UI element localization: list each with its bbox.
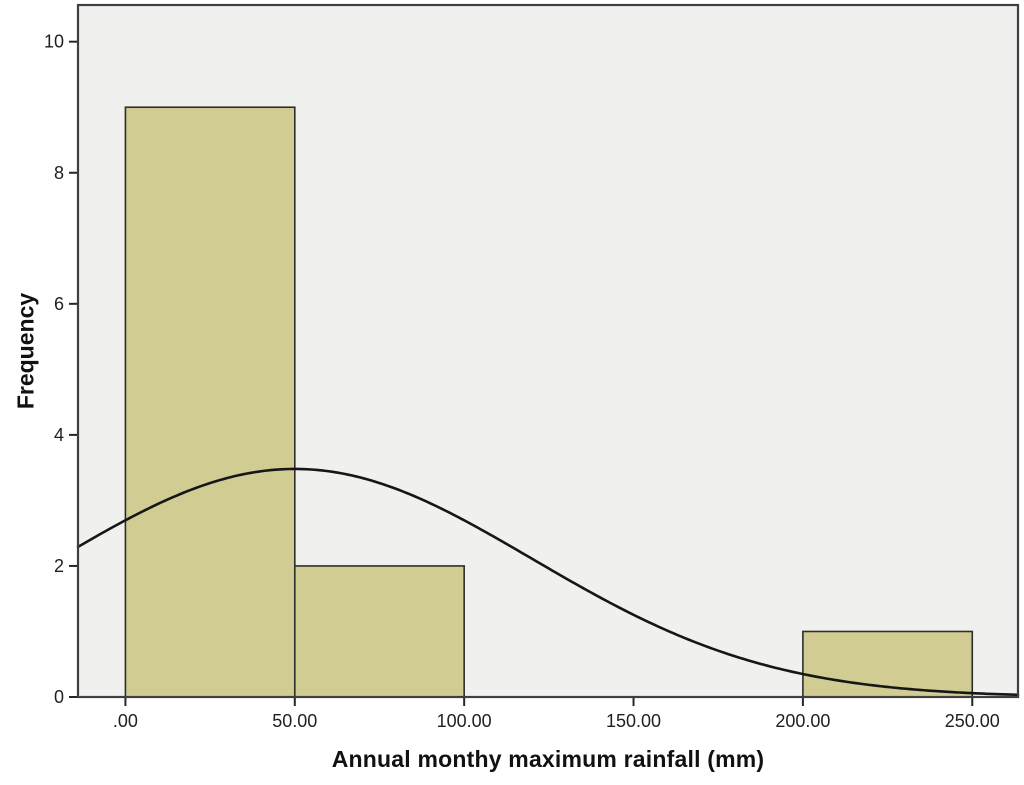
histogram-bar: [293, 565, 465, 698]
x-tick-label: 200.00: [775, 711, 830, 731]
plot-frame: [76, 3, 1020, 699]
y-tick-label: 2: [54, 556, 64, 576]
x-tick-label: 100.00: [437, 711, 492, 731]
histogram-bar: [124, 106, 296, 698]
normal-curve: [76, 467, 1020, 697]
x-tick-label: .00: [113, 711, 138, 731]
y-tick-label: 10: [44, 32, 64, 52]
y-tick-label: 6: [54, 294, 64, 314]
x-tick-label: 50.00: [272, 711, 317, 731]
x-tick-label: 250.00: [945, 711, 1000, 731]
y-tick-label: 4: [54, 425, 64, 445]
y-tick-label: 0: [54, 687, 64, 707]
x-axis-title: Annual monthy maximum rainfall (mm): [331, 746, 765, 772]
y-tick-label: 8: [54, 163, 64, 183]
x-tick-label: 150.00: [606, 711, 661, 731]
y-axis-title: Frequency: [12, 292, 39, 410]
